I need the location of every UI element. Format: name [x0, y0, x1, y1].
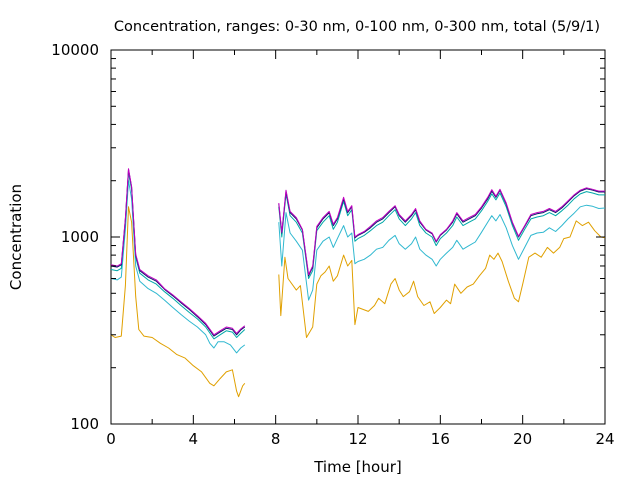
x-tick-label: 0	[106, 430, 116, 448]
axis-layer: 0 4 8 12 16 20 24 100 1000 10000	[51, 41, 614, 448]
series-0-line-segment-0	[110, 206, 246, 398]
y-tick-label: 100	[70, 415, 99, 433]
series-0-line-segment-1	[278, 220, 606, 338]
x-tick-label: 20	[513, 430, 532, 448]
series-3-line-segment-1	[278, 188, 605, 277]
series-1-line-segment-1	[278, 204, 606, 301]
chart-title: Concentration, ranges: 0-30 nm, 0-100 nm…	[114, 19, 600, 35]
x-axis-label: Time [hour]	[313, 458, 402, 476]
series-4-line-segment-1	[278, 187, 605, 275]
x-tick-label: 8	[271, 430, 281, 448]
y-tick-label: 10000	[51, 41, 99, 59]
x-tick-label: 4	[189, 430, 199, 448]
series-1-line-segment-0	[110, 180, 246, 354]
series-2-line-segment-1	[278, 191, 605, 279]
x-tick-label: 16	[431, 430, 450, 448]
y-tick-label: 1000	[61, 228, 99, 246]
series-layer	[110, 168, 606, 398]
x-tick-label: 24	[595, 430, 614, 448]
y-axis-label: Concentration	[7, 184, 25, 290]
plot-area	[110, 49, 606, 425]
x-tick-label: 12	[348, 430, 367, 448]
series-4-line-segment-0	[110, 168, 246, 336]
